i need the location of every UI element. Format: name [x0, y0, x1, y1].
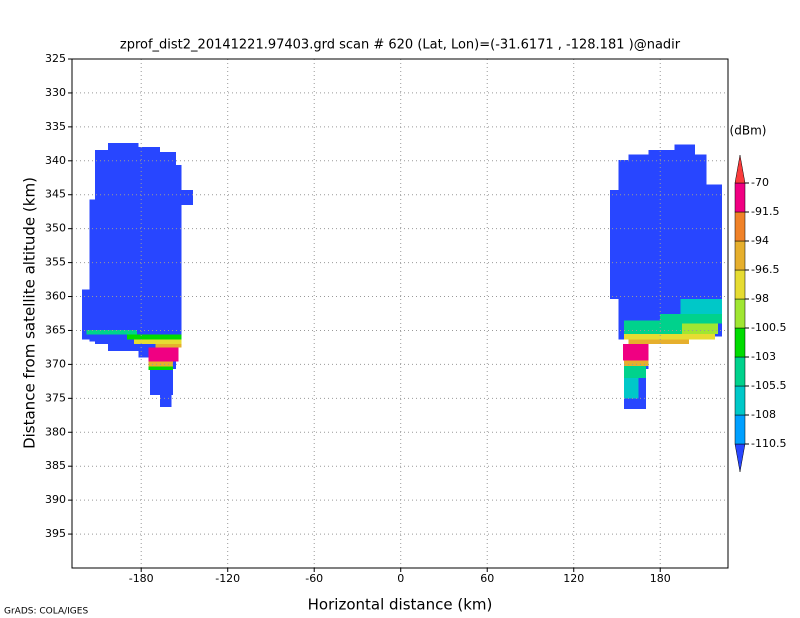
- colorbar-band: [734, 298, 746, 329]
- field-cell: [624, 377, 639, 399]
- x-tick-label: -60: [305, 572, 323, 585]
- field-cell: [694, 154, 707, 340]
- y-tick-label: 380: [45, 425, 66, 438]
- colorbar-band: [734, 414, 746, 445]
- colorbar-label: -105.5: [751, 379, 786, 392]
- colorbar-label: -94: [751, 234, 769, 247]
- field-cell: [706, 184, 723, 337]
- field-cell: [108, 143, 139, 351]
- colorbar-label: -91.5: [751, 205, 779, 218]
- field-cell: [138, 147, 160, 358]
- x-axis-title: Horizontal distance (km): [308, 596, 493, 614]
- colorbar-triangle: [734, 154, 746, 184]
- field-cell: [175, 164, 182, 345]
- field-cell: [609, 189, 619, 300]
- field-cell: [660, 314, 723, 324]
- y-tick-label: 365: [45, 323, 66, 336]
- x-tick-label: -120: [215, 572, 240, 585]
- colorbar-band: [734, 385, 746, 416]
- colorbar-label: -100.5: [751, 321, 786, 334]
- colorbar-label: -98: [751, 292, 769, 305]
- field-cell: [89, 199, 96, 342]
- field-cell: [159, 151, 176, 370]
- colorbar-label: -110.5: [751, 437, 786, 450]
- y-tick-label: 360: [45, 290, 66, 303]
- field-cell: [126, 334, 182, 340]
- y-tick-label: 375: [45, 391, 66, 404]
- field-cell: [624, 320, 690, 334]
- field-cell: [159, 394, 172, 408]
- field-cell: [82, 289, 90, 340]
- colorbar-label: -96.5: [751, 263, 779, 276]
- colorbar-band: [734, 211, 746, 242]
- field-cell: [648, 149, 675, 345]
- y-tick-label: 350: [45, 222, 66, 235]
- field-cell: [622, 344, 649, 361]
- colorbar-band: [734, 356, 746, 387]
- colorbar-label: -70: [751, 176, 769, 189]
- y-tick-label: 370: [45, 357, 66, 370]
- field-cell: [681, 323, 718, 334]
- field-cell: [680, 299, 723, 315]
- y-tick-label: 355: [45, 256, 66, 269]
- x-tick-label: 180: [650, 572, 671, 585]
- y-tick-label: 335: [45, 120, 66, 133]
- y-tick-label: 390: [45, 493, 66, 506]
- y-tick-label: 340: [45, 154, 66, 167]
- y-tick-label: 330: [45, 86, 66, 99]
- colorbar-band: [734, 327, 746, 358]
- colorbar-label: -103: [751, 350, 776, 363]
- field-cell: [628, 339, 690, 345]
- colorbar-unit: (dBm): [730, 124, 767, 138]
- footer: GrADS: COLA/IGES: [4, 607, 88, 617]
- colorbar-band: [734, 240, 746, 271]
- chart-title: zprof_dist2_20141221.97403.grd scan # 62…: [120, 38, 681, 53]
- y-axis-title: Distance from satellite altitude (km): [21, 177, 39, 449]
- field-cell: [95, 149, 109, 345]
- field-cell: [181, 189, 194, 205]
- field-cell: [155, 344, 182, 348]
- colorbar-label: -108: [751, 408, 776, 421]
- x-tick-label: 60: [480, 572, 494, 585]
- y-tick-label: 385: [45, 459, 66, 472]
- field-cell: [624, 360, 649, 366]
- colorbar-triangle: [734, 443, 746, 473]
- field-cell: [86, 329, 137, 335]
- x-tick-label: 0: [397, 572, 404, 585]
- field-cell: [148, 366, 173, 370]
- field-cell: [618, 160, 629, 340]
- plot-frame: [71, 58, 729, 569]
- field-cell: [624, 365, 646, 378]
- field-cell: [133, 339, 182, 345]
- y-tick-label: 325: [45, 52, 66, 65]
- colorbar-band: [734, 182, 746, 213]
- x-tick-label: 120: [563, 572, 584, 585]
- x-tick-label: -180: [129, 572, 154, 585]
- colorbar-band: [734, 269, 746, 300]
- y-tick-label: 395: [45, 527, 66, 540]
- field-cell: [628, 154, 649, 370]
- y-tick-label: 345: [45, 188, 66, 201]
- field-cell: [674, 144, 695, 340]
- field-cell: [624, 333, 716, 340]
- field-cell: [148, 347, 179, 362]
